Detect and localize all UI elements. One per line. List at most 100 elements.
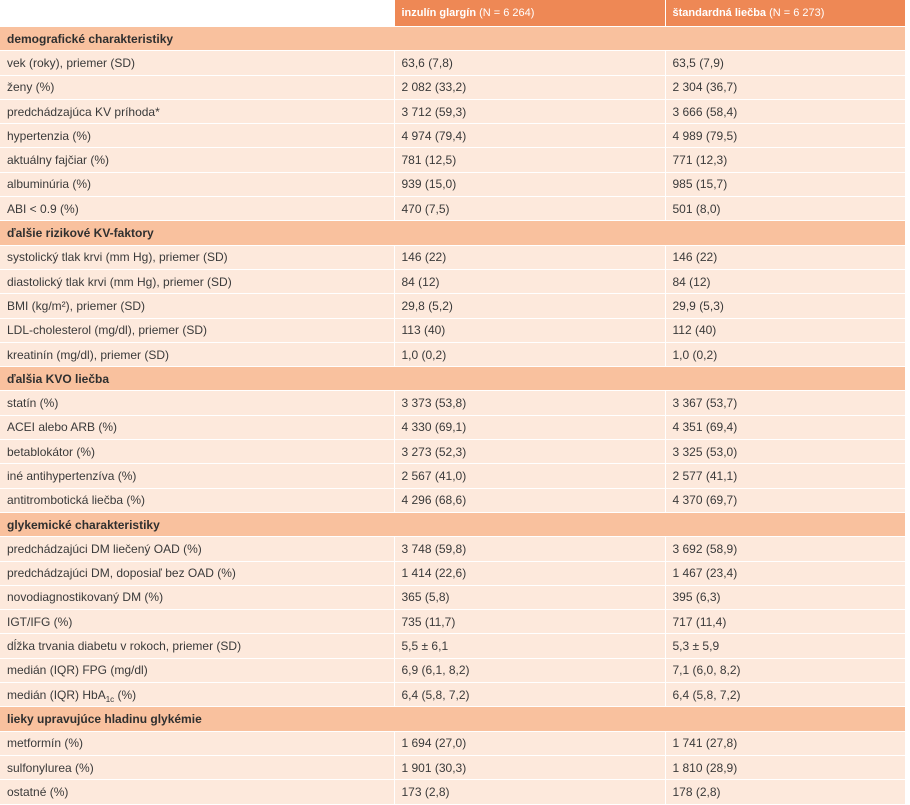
- standard-care-value: 7,1 (6,0, 8,2): [665, 658, 906, 684]
- row-label: kreatinín (mg/dl), priemer (SD): [0, 342, 395, 368]
- insulin-glargine-value: 470 (7,5): [394, 196, 666, 222]
- insulin-glargine-value: 6,9 (6,1, 8,2): [394, 658, 666, 684]
- row-label-text: metformín (%): [7, 736, 84, 751]
- insulin-glargine-value: 1,0 (0,2): [394, 342, 666, 368]
- row-label-text: statín (%): [7, 396, 59, 411]
- standard-care-value: 395 (6,3): [665, 585, 906, 611]
- row-label: IGT/IFG (%): [0, 609, 395, 635]
- insulin-glargine-value: 365 (5,8): [394, 585, 666, 611]
- table-row: predchádzajúci DM liečený OAD (%) 3 748 (…: [0, 536, 906, 562]
- insulin-glargine-value: 6,4 (5,8, 7,2): [394, 682, 666, 708]
- table-row: statín (%) 3 373 (53,8) 3 367 (53,7): [0, 390, 906, 416]
- table-row: ACEI alebo ARB (%) 4 330 (69,1) 4 351 (69,…: [0, 415, 906, 441]
- table-row: predchádzajúci DM, doposiaľ bez OAD (%) 1…: [0, 561, 906, 586]
- section-header-row: glykemické charakteristiky: [0, 512, 906, 538]
- table-row: ABI < 0.9 (%) 470 (7,5) 501 (8,0): [0, 196, 906, 222]
- standard-care-value: 501 (8,0): [665, 196, 906, 222]
- insulin-glargine-value: 4 296 (68,6): [394, 488, 666, 513]
- row-label: ACEI alebo ARB (%): [0, 415, 395, 441]
- standard-care-value: 4 370 (69,7): [665, 488, 906, 513]
- row-label: sulfonylurea (%): [0, 755, 395, 781]
- section-header-row: ďalšie rizikové KV-faktory: [0, 220, 906, 246]
- insulin-glargine-value: 3 373 (53,8): [394, 390, 666, 416]
- table-row: systolický tlak krvi (mm Hg), priemer (S…: [0, 245, 906, 270]
- table-row: vek (roky), priemer (SD) 63,6 (7,8) 63,5 (…: [0, 50, 906, 76]
- row-label: predchádzajúca KV príhoda*: [0, 99, 395, 125]
- standard-care-value: 3 692 (58,9): [665, 536, 906, 562]
- row-label: statín (%): [0, 390, 395, 416]
- section-title: glykemické charakteristiky: [0, 512, 906, 538]
- row-label: metformín (%): [0, 731, 395, 756]
- insulin-glargine-value: 3 712 (59,3): [394, 99, 666, 125]
- row-label: predchádzajúci DM, doposiaľ bez OAD (%): [0, 561, 395, 586]
- row-label-text: dĺžka trvania diabetu v rokoch, priemer …: [7, 639, 242, 654]
- insulin-glargine-value: 4 974 (79,4): [394, 123, 666, 149]
- row-label: aktuálny fajčiar (%): [0, 147, 395, 173]
- insulin-glargine-value: 63,6 (7,8): [394, 50, 666, 76]
- row-label-text: predchádzajúca KV príhoda*: [7, 104, 160, 119]
- table-row: medián (IQR) FPG (mg/dl) 6,9 (6,1, 8,2) 7,…: [0, 658, 906, 684]
- row-label: antitrombotická liečba (%): [0, 488, 395, 513]
- row-label: systolický tlak krvi (mm Hg), priemer (S…: [0, 245, 395, 270]
- table-row: diastolický tlak krvi (mm Hg), priemer (…: [0, 269, 906, 295]
- insulin-glargine-value: 5,5 ± 6,1: [394, 633, 666, 659]
- insulin-glargine-value: 1 694 (27,0): [394, 731, 666, 756]
- row-label-text: diastolický tlak krvi (mm Hg), priemer (…: [7, 274, 232, 289]
- table-row: antitrombotická liečba (%) 4 296 (68,6) 4 …: [0, 488, 906, 513]
- standard-care-value: 2 304 (36,7): [665, 75, 906, 100]
- header-insulin-glargine: inzulín glargín (N = 6 264): [394, 0, 666, 27]
- row-label-suffix: (%): [114, 687, 137, 702]
- insulin-glargine-value: 1 414 (22,6): [394, 561, 666, 586]
- row-label: vek (roky), priemer (SD): [0, 50, 395, 76]
- table-row: medián (IQR) HbA1c (%) 6,4 (5,8, 7,2) 6,4 …: [0, 682, 906, 708]
- row-label-subscript: 1c: [105, 694, 115, 704]
- insulin-glargine-value: 4 330 (69,1): [394, 415, 666, 441]
- standard-care-value: 985 (15,7): [665, 172, 906, 198]
- standard-care-value: 717 (11,4): [665, 609, 906, 635]
- table-row: hypertenzia (%) 4 974 (79,4) 4 989 (79,5): [0, 123, 906, 149]
- row-label-text: novodiagnostikovaný DM (%): [7, 590, 164, 605]
- header-blank-cell: [0, 0, 395, 27]
- standard-care-value: 1 810 (28,9): [665, 755, 906, 781]
- row-label-text: ostatné (%): [7, 784, 69, 799]
- standard-care-value: 2 577 (41,1): [665, 463, 906, 489]
- row-label-text: systolický tlak krvi (mm Hg), priemer (S…: [7, 250, 228, 265]
- row-label: hypertenzia (%): [0, 123, 395, 149]
- header-standard-care-n: (N = 6 273): [766, 6, 825, 19]
- standard-care-value: 5,3 ± 5,9: [665, 633, 906, 659]
- section-title: ďalšie rizikové KV-faktory: [0, 220, 906, 246]
- row-label: diastolický tlak krvi (mm Hg), priemer (…: [0, 269, 395, 295]
- insulin-glargine-value: 781 (12,5): [394, 147, 666, 173]
- table-row: LDL-cholesterol (mg/dl), priemer (SD) 113…: [0, 318, 906, 343]
- standard-care-value: 771 (12,3): [665, 147, 906, 173]
- insulin-glargine-value: 1 901 (30,3): [394, 755, 666, 781]
- row-label-text: vek (roky), priemer (SD): [7, 55, 136, 70]
- insulin-glargine-value: 3 273 (52,3): [394, 439, 666, 465]
- row-label-text: LDL-cholesterol (mg/dl), priemer (SD): [7, 323, 208, 338]
- table-row: ženy (%) 2 082 (33,2) 2 304 (36,7): [0, 75, 906, 100]
- insulin-glargine-value: 2 082 (33,2): [394, 75, 666, 100]
- standard-care-value: 146 (22): [665, 245, 906, 270]
- standard-care-value: 4 989 (79,5): [665, 123, 906, 149]
- table-row: betablokátor (%) 3 273 (52,3) 3 325 (53,0): [0, 439, 906, 465]
- row-label-text: IGT/IFG (%): [7, 614, 73, 629]
- row-label: albuminúria (%): [0, 172, 395, 198]
- insulin-glargine-value: 173 (2,8): [394, 779, 666, 805]
- row-label: BMI (kg/m²), priemer (SD): [0, 293, 395, 319]
- row-label: ABI < 0.9 (%): [0, 196, 395, 222]
- insulin-glargine-value: 2 567 (41,0): [394, 463, 666, 489]
- row-label-text: ženy (%): [7, 80, 55, 95]
- row-label-text: antitrombotická liečba (%): [7, 493, 146, 508]
- row-label-text: iné antihypertenzíva (%): [7, 468, 137, 483]
- table-row: predchádzajúca KV príhoda* 3 712 (59,3) 3 …: [0, 99, 906, 125]
- standard-care-value: 3 367 (53,7): [665, 390, 906, 416]
- standard-care-value: 29,9 (5,3): [665, 293, 906, 319]
- row-label: medián (IQR) HbA1c (%): [0, 682, 395, 708]
- row-label-text: kreatinín (mg/dl), priemer (SD): [7, 347, 170, 362]
- row-label-text: aktuálny fajčiar (%): [7, 153, 110, 168]
- standard-care-value: 6,4 (5,8, 7,2): [665, 682, 906, 708]
- insulin-glargine-value: 29,8 (5,2): [394, 293, 666, 319]
- standard-care-value: 63,5 (7,9): [665, 50, 906, 76]
- row-label-text: ACEI alebo ARB (%): [7, 420, 118, 435]
- insulin-glargine-value: 3 748 (59,8): [394, 536, 666, 562]
